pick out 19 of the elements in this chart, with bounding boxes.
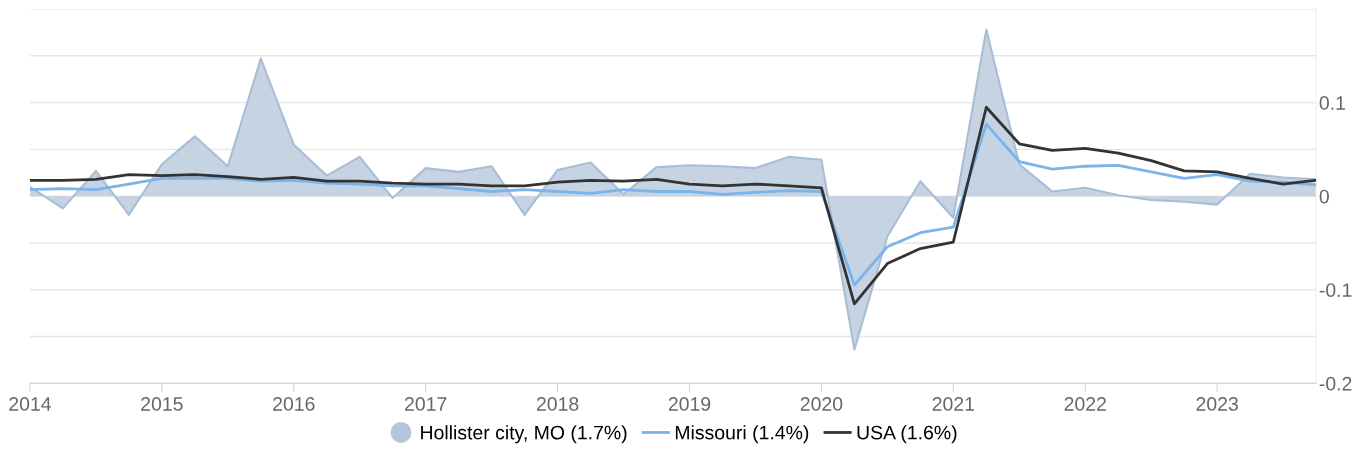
line-series (29, 122, 1317, 287)
y-tick-label: 0 (1319, 189, 1329, 204)
x-tick-label: 2023 (1196, 397, 1238, 411)
x-tick-label: 2014 (9, 397, 51, 411)
y-tick-label: -0.2 (1319, 376, 1352, 391)
x-tick-label: 2020 (800, 397, 843, 411)
legend-label: USA (1.6%) (857, 425, 957, 444)
x-tick-label: 2015 (141, 397, 183, 411)
x-tick-label: 2021 (932, 397, 975, 411)
legend-label: Hollister city, MO (1.7%) (421, 425, 627, 444)
line-series (29, 105, 1317, 306)
x-tick-label: 2018 (536, 397, 579, 411)
legend-label: Missouri (1.4%) (675, 425, 809, 444)
x-tick-label: 2017 (405, 397, 447, 411)
y-tick-label: -0.1 (1319, 283, 1352, 297)
y-tick-label: 0.1 (1319, 96, 1345, 110)
x-tick-label: 2022 (1064, 397, 1106, 411)
x-tick-label: 2019 (668, 397, 711, 411)
x-tick-label: 2016 (273, 397, 315, 411)
